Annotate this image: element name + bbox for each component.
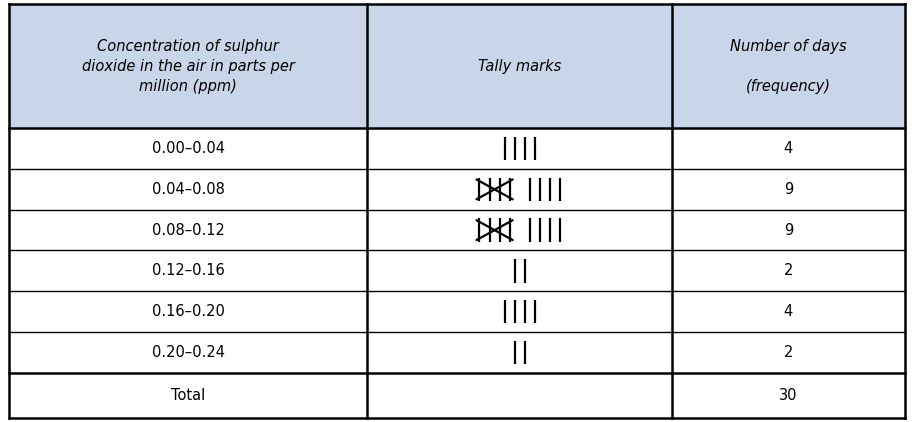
Text: 9: 9 [784,223,793,238]
Bar [9,332,905,373]
Text: 30: 30 [779,388,798,403]
Bar [9,169,905,210]
Text: 4: 4 [784,141,793,156]
Text: 0.00–0.04: 0.00–0.04 [152,141,225,156]
Text: 9: 9 [784,182,793,197]
Bar [9,373,905,418]
Text: Number of days

(frequency): Number of days (frequency) [730,39,846,94]
Text: Total: Total [171,388,206,403]
Bar [9,210,905,251]
Bar [9,4,905,128]
Text: 0.20–0.24: 0.20–0.24 [152,345,225,360]
Bar [9,251,905,291]
Text: Concentration of sulphur
dioxide in the air in parts per
million (ppm): Concentration of sulphur dioxide in the … [82,39,294,94]
Bar [9,291,905,332]
Bar [9,128,905,169]
Text: 0.16–0.20: 0.16–0.20 [152,304,225,319]
Text: 0.08–0.12: 0.08–0.12 [152,223,225,238]
Text: 0.12–0.16: 0.12–0.16 [152,263,225,279]
Text: 0.04–0.08: 0.04–0.08 [152,182,225,197]
Text: Tally marks: Tally marks [478,59,561,74]
Text: 4: 4 [784,304,793,319]
Text: 2: 2 [783,263,793,279]
Text: 2: 2 [783,345,793,360]
